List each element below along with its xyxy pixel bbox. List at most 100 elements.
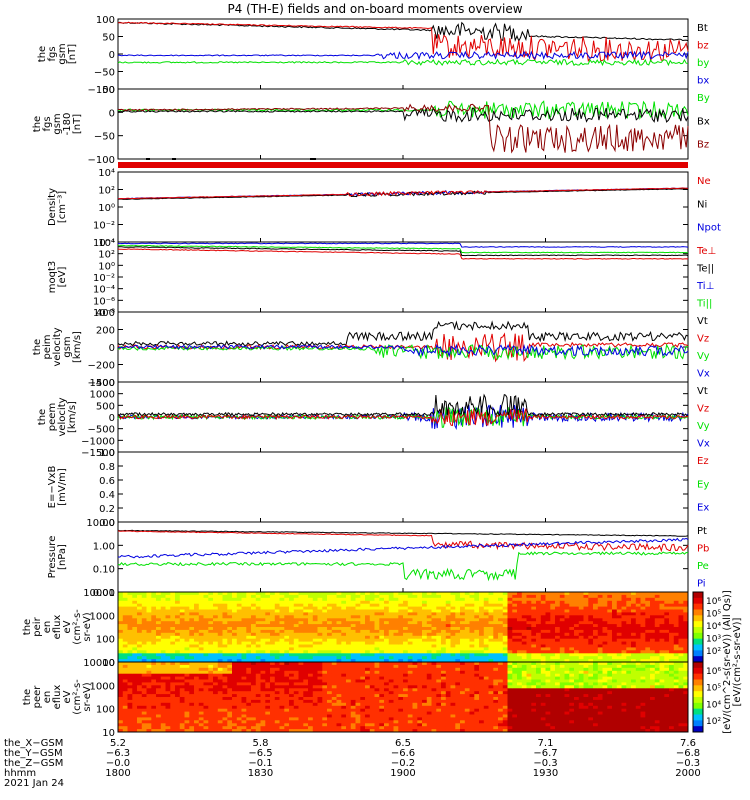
spectrogram-cell bbox=[379, 726, 385, 730]
spectrogram-cell bbox=[422, 679, 428, 683]
spectrogram-cell bbox=[450, 635, 456, 640]
spectrogram-cell bbox=[213, 688, 219, 692]
spectrogram-cell bbox=[303, 615, 309, 619]
spectrogram-cell bbox=[265, 729, 271, 733]
spectrogram-cell bbox=[317, 656, 323, 660]
spectrogram-cell bbox=[450, 711, 456, 715]
spectrogram-cell bbox=[521, 606, 527, 610]
y-axis-label: eflux bbox=[52, 685, 63, 710]
spectrogram-cell bbox=[194, 673, 200, 677]
spectrogram-cell bbox=[384, 612, 390, 616]
spectrogram-cell bbox=[422, 705, 428, 710]
spectrogram-cell bbox=[388, 682, 394, 686]
spectrogram-cell bbox=[260, 726, 266, 730]
spectrogram-cell bbox=[564, 597, 570, 602]
spectrogram-cell bbox=[222, 606, 228, 610]
spectrogram-cell bbox=[118, 717, 124, 721]
spectrogram-cell bbox=[241, 691, 247, 695]
spectrogram-cell bbox=[222, 667, 228, 672]
spectrogram-cell bbox=[659, 597, 665, 602]
spectrogram-cell bbox=[464, 638, 470, 642]
spectrogram-cell bbox=[417, 662, 423, 666]
spectrogram-cell bbox=[165, 682, 171, 686]
spectrogram-cell bbox=[127, 723, 133, 727]
spectrogram-cell bbox=[597, 621, 603, 625]
spectrogram-cell bbox=[431, 679, 437, 683]
spectrogram-cell bbox=[203, 667, 209, 672]
spectrogram-cell bbox=[474, 635, 480, 640]
spectrogram-cell bbox=[160, 624, 166, 628]
spectrogram-cell bbox=[265, 711, 271, 715]
spectrogram-cell bbox=[303, 723, 309, 727]
spectrogram-cell bbox=[455, 609, 461, 613]
spectrogram-cell bbox=[583, 600, 589, 605]
spectrogram-cell bbox=[403, 688, 409, 692]
tick-label: 0.10 bbox=[93, 565, 115, 576]
spectrogram-cell bbox=[213, 662, 219, 666]
spectrogram-cell bbox=[521, 650, 527, 654]
spectrogram-cell bbox=[521, 627, 527, 631]
spectrogram-cell bbox=[222, 679, 228, 683]
spectrogram-cell bbox=[379, 723, 385, 727]
spectrogram-cell bbox=[526, 606, 532, 610]
spectrogram-cell bbox=[141, 720, 147, 724]
spectrogram-cell bbox=[664, 621, 670, 625]
spectrogram-cell bbox=[431, 682, 437, 686]
spectrogram-cell bbox=[602, 621, 608, 625]
spectrogram-cell bbox=[232, 726, 238, 730]
spectrogram-cell bbox=[631, 653, 637, 657]
spectrogram-cell bbox=[122, 615, 128, 619]
spectrogram-cell bbox=[673, 609, 679, 613]
spectrogram-cell bbox=[350, 694, 356, 698]
spectrogram-cell bbox=[507, 656, 513, 660]
spectrogram-cell bbox=[331, 723, 337, 727]
spectrogram-cell bbox=[251, 720, 257, 724]
spectrogram-cell bbox=[536, 650, 542, 654]
spectrogram-cell bbox=[469, 662, 475, 666]
spectrogram-cell bbox=[426, 641, 432, 645]
spectrogram-cell bbox=[141, 667, 147, 672]
spectrogram-cell bbox=[407, 629, 413, 634]
spectrogram-cell bbox=[469, 600, 475, 605]
legend-ey: Ey bbox=[697, 479, 709, 490]
spectrogram-cell bbox=[298, 638, 304, 642]
spectrogram-cell bbox=[374, 702, 380, 707]
spectrogram-cell bbox=[450, 691, 456, 695]
spectrogram-cell bbox=[521, 653, 527, 657]
spectrogram-cell bbox=[255, 653, 261, 657]
spectrogram-cell bbox=[327, 659, 333, 663]
spectrogram-cell bbox=[673, 638, 679, 642]
spectrogram-cell bbox=[293, 629, 299, 634]
spectrogram-cell bbox=[165, 653, 171, 657]
spectrogram-cell bbox=[270, 717, 276, 721]
spectrogram-cell bbox=[379, 627, 385, 631]
spectrogram-cell bbox=[303, 659, 309, 663]
spectrogram-cell bbox=[493, 600, 499, 605]
spectrogram-cell bbox=[588, 600, 594, 605]
spectrogram-cell bbox=[450, 670, 456, 675]
spectrogram-cell bbox=[464, 691, 470, 695]
spectrogram-cell bbox=[274, 647, 280, 651]
spectrogram-cell bbox=[431, 609, 437, 613]
spectrogram-cell bbox=[175, 612, 181, 616]
spectrogram-cell bbox=[227, 662, 233, 666]
spectrogram-cell bbox=[645, 656, 651, 660]
spectrogram-cell bbox=[217, 705, 223, 710]
spectrogram-cell bbox=[279, 720, 285, 724]
spectrogram-cell bbox=[360, 711, 366, 715]
spectrogram-cell bbox=[664, 638, 670, 642]
spectrogram-cell bbox=[341, 682, 347, 686]
spectrogram-cell bbox=[559, 600, 565, 605]
spectrogram-cell bbox=[246, 705, 252, 710]
series-vy-peem bbox=[117, 405, 689, 428]
spectrogram-cell bbox=[232, 653, 238, 657]
spectrogram-cell bbox=[232, 644, 238, 648]
spectrogram-cell bbox=[198, 717, 204, 721]
spectrogram-cell bbox=[312, 659, 318, 663]
spectrogram-cell bbox=[388, 702, 394, 707]
spectrogram-cell bbox=[151, 635, 157, 640]
spectrogram-cell bbox=[398, 635, 404, 640]
spectrogram-cell bbox=[336, 624, 342, 628]
spectrogram-cell bbox=[322, 621, 328, 625]
spectrogram-cell bbox=[597, 609, 603, 613]
